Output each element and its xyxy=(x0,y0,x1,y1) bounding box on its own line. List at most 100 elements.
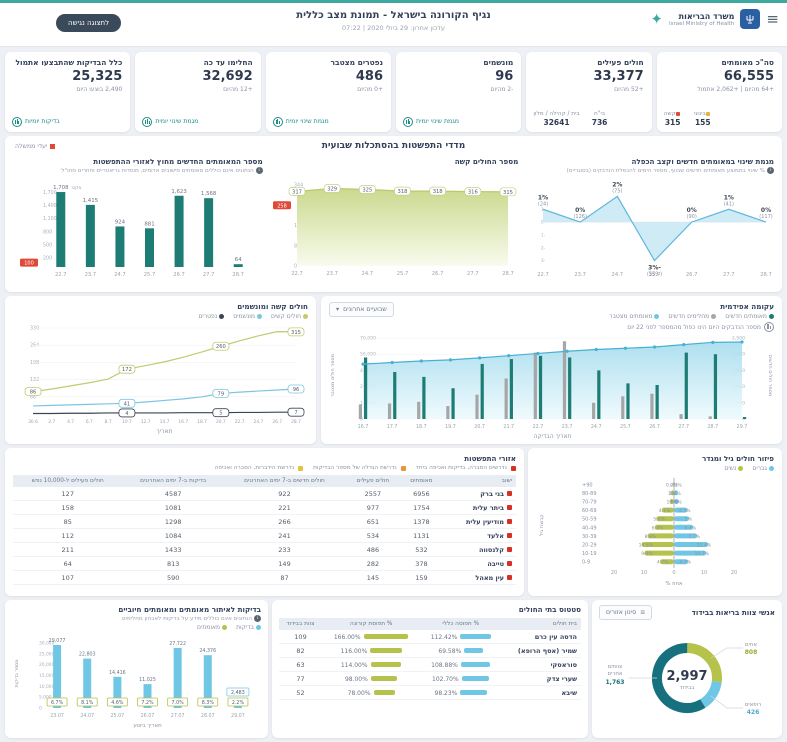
value-cell: 1131 xyxy=(400,528,443,543)
svg-text:26.7: 26.7 xyxy=(649,424,660,430)
city-cell: עין מאהל xyxy=(442,570,516,585)
daily-trend-link[interactable]: מגמת שינוי יומית xyxy=(142,116,198,127)
kpi-total-confirmed: סה"כ מאומתים 66,555 +64 מהיום | +2,062 א… xyxy=(656,52,782,132)
svg-text:20: 20 xyxy=(611,570,617,576)
occupancy-cell: 102.70% xyxy=(420,671,502,686)
hospitals-table: בית חולים% תפוסה כללי% תפוסת קורונה צוות … xyxy=(279,618,581,700)
svg-text:0%: 0% xyxy=(575,207,585,214)
svg-text:317: 317 xyxy=(292,189,302,195)
svg-text:23.7: 23.7 xyxy=(327,271,339,277)
hamburger-menu-icon[interactable]: ≡ xyxy=(766,9,779,28)
svg-text:258: 258 xyxy=(278,203,288,209)
svg-text:7.7%: 7.7% xyxy=(688,534,700,540)
svg-text:24.7: 24.7 xyxy=(254,419,264,425)
legend-item: חולים קשים xyxy=(271,313,308,320)
svg-text:200: 200 xyxy=(43,256,52,262)
tests-legend: בדיקות מאומתים xyxy=(12,624,261,631)
svg-text:(-559): (-559) xyxy=(647,272,662,278)
svg-text:86: 86 xyxy=(30,390,37,396)
occupancy-cell: 112.42% xyxy=(420,630,502,644)
svg-text:27.7: 27.7 xyxy=(203,272,215,278)
chart-icon xyxy=(764,322,774,332)
svg-text:27.7: 27.7 xyxy=(467,271,479,277)
value-cell: 590 xyxy=(122,570,224,585)
time-range-dropdown[interactable]: שבועיים אחרונים ▾ xyxy=(329,302,394,317)
daily-tests-link[interactable]: בדיקות יומיות xyxy=(12,116,60,127)
svg-text:26.7: 26.7 xyxy=(272,419,282,425)
column-header: % תפוסה כללי xyxy=(420,618,502,630)
section-title: סטטוס בתי החולים xyxy=(518,605,581,614)
svg-text:5%: 5% xyxy=(685,517,693,523)
legend-item: נדרשת הידברות, הסברה ואכיפה xyxy=(215,465,304,471)
kpi-delta: +0 מהיום xyxy=(357,86,384,93)
page-title: נגיף הקורונה בישראל - תמונת מצב כללית xyxy=(296,10,491,21)
svg-text:0: 0 xyxy=(294,264,297,270)
svg-text:28.7: 28.7 xyxy=(291,419,301,425)
kpi-sub-value: 736 xyxy=(591,118,608,127)
city-cell: טייבה xyxy=(442,556,516,571)
svg-text:2: 2 xyxy=(541,194,544,199)
svg-text:198: 198 xyxy=(30,360,39,366)
kpi-title: מונשמים xyxy=(483,58,514,67)
filter-regions-button[interactable]: ≡ סינון אזורים xyxy=(599,605,653,620)
city-cell: מודיעין עלית xyxy=(442,514,516,529)
svg-text:1,708: 1,708 xyxy=(53,185,69,191)
svg-text:רופאים: רופאים xyxy=(745,702,761,708)
svg-text:6.4%: 6.4% xyxy=(652,525,664,531)
svg-text:8.1%: 8.1% xyxy=(81,700,94,706)
legend-item: בדיקות xyxy=(236,624,261,631)
value-cell: 127 xyxy=(13,487,123,501)
city-cell: ביתר עלית xyxy=(442,500,516,515)
legend-item: מאומתים מצטבר xyxy=(609,313,660,320)
accessibility-button[interactable]: לתצוגה נגישה xyxy=(56,14,122,32)
svg-text:24.7: 24.7 xyxy=(362,271,374,277)
chart-title: אנשי צוות בריאות בבידוד xyxy=(691,608,775,617)
svg-text:24.7: 24.7 xyxy=(591,424,602,430)
svg-text:41: 41 xyxy=(124,401,131,407)
section-title: אזורי התפשטות xyxy=(464,454,516,463)
svg-text:28.7: 28.7 xyxy=(760,272,772,278)
svg-text:25.07: 25.07 xyxy=(110,713,124,719)
chart-icon xyxy=(12,116,23,127)
svg-text:0-9: 0-9 xyxy=(582,560,590,566)
value-cell: 1754 xyxy=(400,500,443,515)
value-cell: 1084 xyxy=(122,528,224,543)
daily-trend-link[interactable]: מגמת שינוי יומית xyxy=(272,116,329,127)
column-header: בדיקות ב-7 ימים האחרונים xyxy=(122,475,224,487)
svg-text:28.7: 28.7 xyxy=(232,272,244,278)
value-cell: 1081 xyxy=(122,500,224,515)
svg-text:7.2%: 7.2% xyxy=(141,700,154,706)
svg-text:0: 0 xyxy=(742,417,745,423)
info-icon[interactable]: i xyxy=(254,615,261,622)
svg-text:30.6: 30.6 xyxy=(28,419,38,425)
svg-text:22.7: 22.7 xyxy=(235,419,245,425)
kpi-delta: -2 מהיום xyxy=(490,86,514,93)
svg-text:29,077: 29,077 xyxy=(49,638,66,644)
svg-text:(90): (90) xyxy=(687,214,697,220)
svg-text:1%: 1% xyxy=(668,491,676,497)
svg-text:0: 0 xyxy=(541,220,544,225)
daily-trend-link[interactable]: מגמת שינוי יומית xyxy=(403,116,459,127)
column-header: צוות בבידוד xyxy=(279,618,323,630)
hamburger-icon: ≡ xyxy=(640,609,646,616)
staff-isolation-panel: אנשי צוות בריאות בבידוד ≡ סינון אזורים 2,… xyxy=(592,600,782,738)
svg-text:881: 881 xyxy=(144,221,154,227)
chart-title: מגמת שינוי במאומתים חדשים וקצב הכפלה xyxy=(631,157,774,166)
state-emblem-icon xyxy=(740,9,761,29)
svg-text:325: 325 xyxy=(363,187,373,193)
svg-text:330: 330 xyxy=(30,326,39,332)
info-icon[interactable]: i xyxy=(255,167,263,174)
tests-positivity-panel: בדיקות לאיתור מאומתים ומאומתים חיוביים i… xyxy=(5,600,268,738)
svg-text:1%: 1% xyxy=(538,194,548,201)
new-confirmed-outside-chart: 200 500 800 1,100 1,400 1,700 100 1,708 מקס 1,415… xyxy=(19,185,244,278)
kpi-delta: +12 מהיום xyxy=(223,86,253,93)
value-cell: 977 xyxy=(345,500,401,515)
info-icon[interactable]: i xyxy=(767,167,774,174)
kpi-ventilated: מונשמים 96 -2 מהיום מגמת שינוי יומית xyxy=(396,52,522,132)
epidemic-curve-chart: 014,00028,00042,00056,00070,00005001,000… xyxy=(330,336,773,441)
svg-text:18.7: 18.7 xyxy=(197,419,207,425)
svg-text:מספר בדיקות: מספר בדיקות xyxy=(15,660,20,688)
kpi-title: החלימו עד כה xyxy=(203,58,253,67)
svg-text:500: 500 xyxy=(43,243,52,249)
